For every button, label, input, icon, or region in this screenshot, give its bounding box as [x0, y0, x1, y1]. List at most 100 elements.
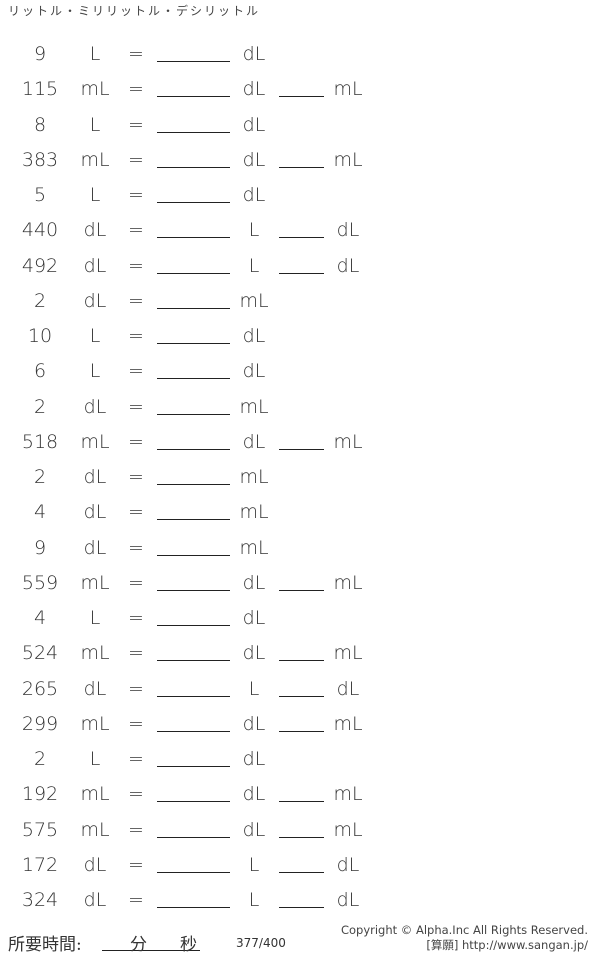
equals-sign: = — [128, 571, 144, 594]
answer-blank[interactable] — [157, 202, 230, 203]
equals-sign: = — [128, 818, 144, 841]
answer-unit: mL — [239, 289, 269, 312]
problem-row: 4 dL = mL — [0, 500, 600, 535]
answer-unit: dL — [242, 430, 266, 453]
problem-row: 192 mL = dL mL — [0, 782, 600, 817]
answer-unit: dL — [242, 325, 266, 347]
answer-unit: dL — [242, 748, 266, 770]
problem-row: 6 L = dL — [0, 359, 600, 394]
problem-unit: mL — [80, 148, 110, 171]
problem-unit: dL — [83, 853, 107, 876]
answer-blank[interactable] — [157, 96, 230, 98]
problem-unit: mL — [80, 571, 110, 594]
answer-unit: L — [248, 677, 260, 700]
problem-value: 115 — [21, 78, 59, 101]
answer-blank[interactable] — [157, 907, 230, 908]
problem-value: 192 — [21, 783, 59, 806]
problem-value: 440 — [21, 219, 59, 242]
problem-value: 4 — [33, 501, 47, 524]
answer-blank[interactable] — [157, 730, 230, 732]
problem-value: 8 — [33, 113, 47, 136]
answer-blank-2[interactable] — [279, 448, 324, 450]
problem-row: 2 dL = mL — [0, 395, 600, 430]
answer-blank-2[interactable] — [279, 237, 324, 239]
answer-blank-2[interactable] — [279, 96, 324, 98]
answer-blank-2[interactable] — [279, 695, 324, 697]
equals-sign: = — [128, 148, 144, 171]
answer-blank[interactable] — [157, 272, 230, 274]
answer-blank[interactable] — [157, 413, 230, 415]
answer-blank-2[interactable] — [279, 871, 324, 873]
answer-blank-2[interactable] — [279, 166, 324, 168]
answer-unit: dL — [242, 642, 266, 665]
answer-unit: L — [248, 889, 260, 911]
answer-unit-2: mL — [333, 712, 363, 735]
answer-blank[interactable] — [157, 801, 230, 803]
answer-blank[interactable] — [157, 766, 230, 767]
answer-blank[interactable] — [157, 484, 230, 485]
seconds-label: 秒 — [180, 935, 197, 955]
answer-blank[interactable] — [157, 61, 230, 62]
problem-value: 2 — [33, 466, 47, 488]
minutes-label: 分 — [130, 935, 147, 955]
answer-blank-2[interactable] — [279, 660, 324, 662]
equals-sign: = — [128, 254, 144, 277]
answer-blank-2[interactable] — [279, 272, 324, 274]
answer-blank[interactable] — [157, 307, 230, 309]
answer-blank[interactable] — [157, 343, 230, 344]
answer-unit: dL — [242, 184, 266, 206]
page-number: 377/400 — [236, 936, 286, 950]
answer-unit: dL — [242, 571, 266, 594]
equals-sign: = — [128, 677, 144, 700]
answer-blank[interactable] — [157, 131, 230, 133]
equals-sign: = — [128, 430, 144, 453]
problem-value: 172 — [21, 853, 59, 876]
problem-value: 9 — [33, 43, 47, 65]
answer-unit-2: mL — [333, 818, 363, 841]
answer-blank[interactable] — [157, 448, 230, 450]
problem-row: 299 mL = dL mL — [0, 712, 600, 747]
answer-blank[interactable] — [157, 660, 230, 662]
answer-blank-2[interactable] — [279, 730, 324, 732]
answer-unit-2: dL — [336, 254, 360, 277]
answer-blank[interactable] — [157, 519, 230, 521]
answer-unit: mL — [239, 501, 269, 524]
equals-sign: = — [128, 184, 144, 206]
equals-sign: = — [128, 395, 144, 418]
problem-value: 5 — [33, 184, 47, 206]
equals-sign: = — [128, 536, 144, 559]
answer-blank-2[interactable] — [279, 589, 324, 591]
time-label: 所要時間: — [8, 935, 82, 955]
answer-blank-2[interactable] — [279, 801, 324, 803]
answer-blank[interactable] — [157, 836, 230, 838]
problem-unit: dL — [83, 501, 107, 524]
problem-row: 9 L = dL — [0, 42, 600, 77]
site-url: [算願] http://www.sangan.jp/ — [426, 938, 588, 952]
problem-value: 4 — [33, 607, 47, 629]
answer-blank[interactable] — [157, 166, 230, 168]
answer-unit-2: dL — [336, 677, 360, 700]
answer-unit-2: mL — [333, 430, 363, 453]
answer-blank[interactable] — [157, 589, 230, 591]
answer-blank[interactable] — [157, 871, 230, 873]
answer-blank[interactable] — [157, 378, 230, 380]
problem-unit: L — [89, 748, 101, 770]
answer-blank[interactable] — [157, 695, 230, 697]
answer-unit: L — [248, 219, 260, 242]
answer-unit-2: mL — [333, 571, 363, 594]
answer-blank[interactable] — [157, 625, 230, 626]
problem-row: 9 dL = mL — [0, 536, 600, 571]
answer-unit: mL — [239, 395, 269, 418]
problem-value: 524 — [21, 642, 59, 665]
problem-row: 4 L = dL — [0, 606, 600, 641]
problem-unit: dL — [83, 395, 107, 418]
equals-sign: = — [128, 783, 144, 806]
equals-sign: = — [128, 748, 144, 770]
answer-blank[interactable] — [157, 554, 230, 556]
answer-blank[interactable] — [157, 237, 230, 239]
problem-row: 5 L = dL — [0, 183, 600, 218]
answer-blank-2[interactable] — [279, 907, 324, 908]
answer-blank-2[interactable] — [279, 836, 324, 838]
problem-row: 559 mL = dL mL — [0, 571, 600, 606]
